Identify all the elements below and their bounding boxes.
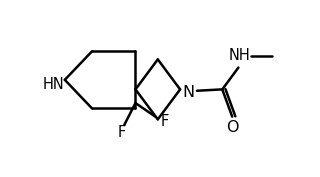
Text: F: F: [118, 125, 126, 140]
Text: N: N: [182, 85, 194, 100]
Text: NH: NH: [229, 48, 251, 64]
Text: HN: HN: [43, 77, 65, 92]
Text: O: O: [226, 120, 238, 135]
Text: F: F: [161, 114, 169, 129]
